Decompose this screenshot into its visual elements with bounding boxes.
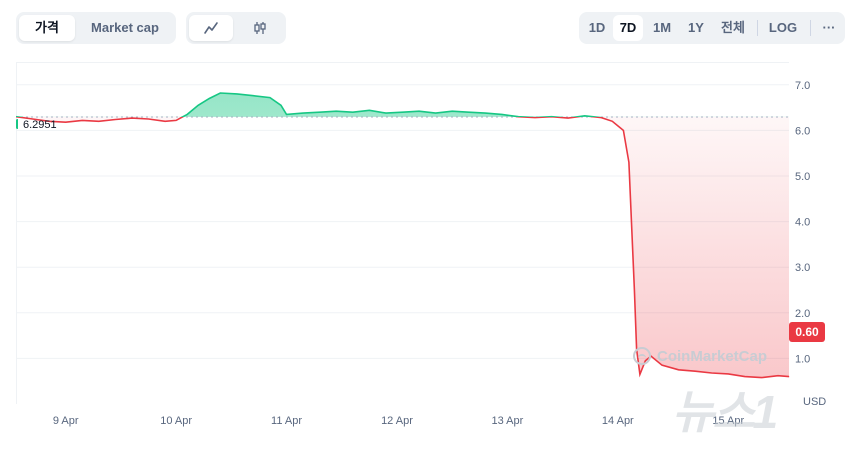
x-tick-label: 14 Apr	[602, 415, 634, 427]
range-7d[interactable]: 7D	[613, 15, 643, 41]
tab-price[interactable]: 가격	[19, 15, 75, 41]
range-1y[interactable]: 1Y	[688, 20, 704, 35]
y-tick-label: 4.0	[795, 217, 810, 229]
line-chart-button[interactable]	[189, 15, 233, 41]
range-divider	[757, 20, 758, 36]
more-button[interactable]: ···	[822, 20, 836, 35]
log-divider	[810, 20, 811, 36]
watermark-text: CoinMarketCap	[657, 347, 768, 365]
log-toggle[interactable]: LOG	[768, 20, 798, 35]
currency-label: USD	[803, 396, 827, 408]
area-below-baseline	[17, 116, 789, 378]
range-all[interactable]: 전체	[721, 20, 745, 35]
x-tick-label: 9 Apr	[53, 415, 79, 427]
x-tick-label: 11 Apr	[271, 415, 302, 427]
coinmarketcap-watermark: CoinMarketCap	[633, 346, 767, 366]
y-tick-label: 7.0	[795, 80, 810, 92]
current-price-flag: 0.60	[789, 322, 825, 342]
chart-type-group	[186, 12, 286, 44]
candlestick-button[interactable]	[238, 15, 282, 41]
range-group: 1D 7D 1M 1Y 전체 LOG ···	[579, 12, 845, 44]
range-1d[interactable]: 1D	[588, 20, 606, 35]
x-tick-label: 15 Apr	[712, 415, 744, 427]
start-price-label: 6.2951	[23, 119, 57, 131]
price-line-up	[16, 92, 602, 117]
x-tick-label: 13 Apr	[492, 415, 524, 427]
x-tick-label: 12 Apr	[381, 415, 413, 427]
candlestick-icon	[254, 22, 266, 34]
metric-tab-group: 가격 Market cap	[16, 12, 176, 44]
tab-market-cap[interactable]: Market cap	[91, 20, 159, 35]
range-1m[interactable]: 1M	[652, 20, 672, 35]
line-chart-icon	[204, 22, 218, 34]
y-tick-label: 1.0	[795, 353, 810, 365]
news1-watermark: 뉴스1	[672, 386, 778, 438]
coinmarketcap-logo-icon	[633, 347, 651, 365]
x-tick-label: 10 Apr	[160, 415, 192, 427]
y-tick-label: 5.0	[795, 171, 810, 183]
y-tick-label: 3.0	[795, 262, 810, 274]
y-tick-label: 6.0	[795, 125, 810, 137]
y-tick-label: 2.0	[795, 308, 810, 320]
start-price-marker	[16, 119, 19, 129]
